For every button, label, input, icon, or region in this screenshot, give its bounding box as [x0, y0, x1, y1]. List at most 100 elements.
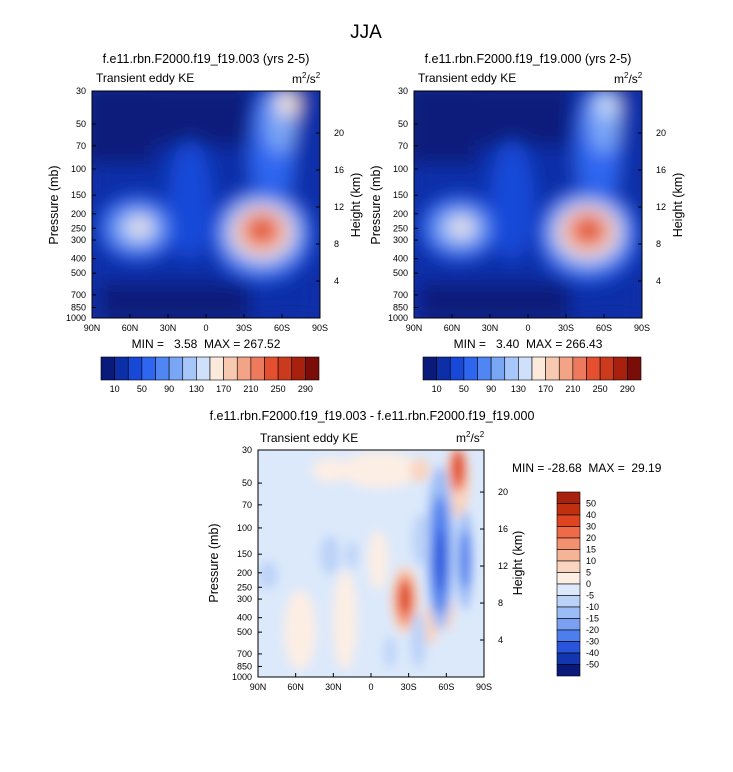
- panel-control: f.e11.rbn.F2000.f19_f19.003 (yrs 2-5) Tr…: [47, 52, 363, 394]
- x-tick-label: 60N: [122, 323, 139, 333]
- colorbar-swatch: [627, 356, 642, 381]
- colorbar-swatch: [196, 356, 211, 381]
- x-tick-label: 90S: [634, 323, 650, 333]
- colorbar-swatch: [556, 606, 581, 619]
- y-tick-label: 400: [71, 254, 86, 264]
- y-tick-label: 300: [71, 235, 86, 245]
- x-tick-label: 60N: [287, 682, 304, 692]
- y-axis-title: Pressure (mb): [207, 523, 221, 602]
- x-tick-label: 90N: [406, 323, 423, 333]
- colorbar-swatch: [291, 356, 306, 381]
- colorbar-swatch: [556, 560, 581, 573]
- field-label: Transient eddy KE: [260, 431, 358, 445]
- colorbar-swatch: [556, 618, 581, 631]
- colorbar-label: -30: [586, 637, 599, 647]
- y-tick-label: 300: [237, 594, 252, 604]
- x-tick-label: 60S: [438, 682, 454, 692]
- y2-tick-label: 12: [498, 561, 508, 571]
- y-tick-label: 200: [393, 209, 408, 219]
- y-tick-label: 30: [76, 86, 86, 96]
- colorbar-swatch: [209, 356, 224, 381]
- y-tick-label: 400: [237, 613, 252, 623]
- min-max-label: MIN = 3.40 MAX = 266.43: [454, 337, 603, 351]
- colorbar-swatch: [490, 356, 506, 381]
- x-axis-ticks: 90N 60N 30N 0 30S 60S 90S: [250, 673, 492, 692]
- colorbar-label: -20: [586, 625, 599, 635]
- colorbar-swatch: [556, 491, 581, 504]
- y2-axis-ticks: 20 16 12 8 4: [480, 487, 508, 645]
- colorbar-swatch: [277, 356, 293, 381]
- x-tick-label: 30S: [236, 323, 252, 333]
- y2-tick-label: 20: [656, 128, 666, 138]
- y-tick-label: 500: [71, 268, 86, 278]
- x-tick-label: 90N: [84, 323, 101, 333]
- colorbar-swatch: [477, 356, 492, 381]
- x-axis-ticks: 90N 60N 30N 0 30S 60S 90S: [84, 314, 328, 333]
- y-tick-label: 50: [242, 478, 252, 488]
- x-axis-ticks: 90N 60N 30N 0 30S 60S 90S: [406, 314, 650, 333]
- y2-tick-label: 16: [498, 524, 508, 534]
- colorbar-label: 90: [486, 384, 496, 394]
- colorbar-swatch: [586, 356, 601, 381]
- x-tick-label: 90S: [312, 323, 328, 333]
- y2-axis-title: Height (km): [671, 173, 685, 238]
- colorbar-swatch: [422, 356, 437, 381]
- y2-tick-label: 20: [498, 487, 508, 497]
- y-tick-label: 500: [393, 268, 408, 278]
- contour-field: [414, 91, 642, 318]
- min-max-label: MIN = 3.58 MAX = 267.52: [132, 337, 281, 351]
- panel-difference: f.e11.rbn.F2000.f19_f19.003 - f.e11.rbn.…: [207, 409, 662, 692]
- colorbar-swatch: [100, 356, 115, 381]
- y-tick-label: 30: [242, 445, 252, 455]
- x-tick-label: 30N: [160, 323, 177, 333]
- colorbar-label: 15: [586, 545, 596, 555]
- x-tick-label: 60S: [596, 323, 612, 333]
- x-tick-label: 30S: [558, 323, 574, 333]
- y2-axis-ticks: 20 16 12 8 4: [638, 128, 666, 286]
- colorbar-swatch: [558, 356, 574, 381]
- y-tick-label: 70: [242, 500, 252, 510]
- y2-axis-ticks: 20 16 12 8 4: [316, 128, 344, 286]
- y-tick-label: 1000: [388, 313, 408, 323]
- colorbar-swatch: [305, 356, 320, 381]
- colorbar-swatch: [449, 356, 465, 381]
- units-label: m2/s2: [292, 71, 321, 86]
- colorbar-label: 170: [216, 384, 231, 394]
- y-tick-label: 700: [237, 649, 252, 659]
- y-tick-label: 100: [237, 523, 252, 533]
- colorbar-label: -40: [586, 648, 599, 658]
- colorbar-swatch: [182, 356, 197, 381]
- colorbar-swatch: [556, 641, 581, 654]
- x-tick-label: 0: [203, 323, 208, 333]
- colorbar-label: 90: [164, 384, 174, 394]
- panel-title: f.e11.rbn.F2000.f19_f19.003 (yrs 2-5): [103, 52, 310, 66]
- colorbar-swatch: [556, 664, 581, 677]
- colorbar-swatch: [556, 549, 581, 562]
- colorbar-swatch: [556, 572, 581, 585]
- colorbar-label: -15: [586, 614, 599, 624]
- y2-tick-label: 12: [334, 202, 344, 212]
- figure-title: JJA: [350, 22, 382, 43]
- colorbar-label: 130: [511, 384, 526, 394]
- colorbar-swatch: [556, 583, 581, 596]
- colorbar-label: 290: [620, 384, 635, 394]
- y-tick-label: 850: [393, 302, 408, 312]
- colorbar-swatch: [155, 356, 170, 381]
- colorbar-swatch: [463, 356, 478, 381]
- x-tick-label: 90S: [476, 682, 492, 692]
- y2-tick-label: 8: [498, 598, 503, 608]
- y-tick-label: 200: [71, 209, 86, 219]
- colorbar-swatch: [556, 595, 581, 608]
- colorbar-label: 0: [586, 579, 591, 589]
- colorbar-swatch: [545, 356, 560, 381]
- y-tick-label: 70: [76, 141, 86, 151]
- y2-tick-label: 16: [334, 165, 344, 175]
- colorbar-swatch: [518, 356, 533, 381]
- units-label: m2/s2: [614, 71, 643, 86]
- colorbar-swatch: [613, 356, 628, 381]
- panel-experiment: f.e11.rbn.F2000.f19_f19.000 (yrs 2-5) Tr…: [369, 52, 685, 394]
- min-max-label: MIN = -28.68 MAX = 29.19: [512, 461, 662, 475]
